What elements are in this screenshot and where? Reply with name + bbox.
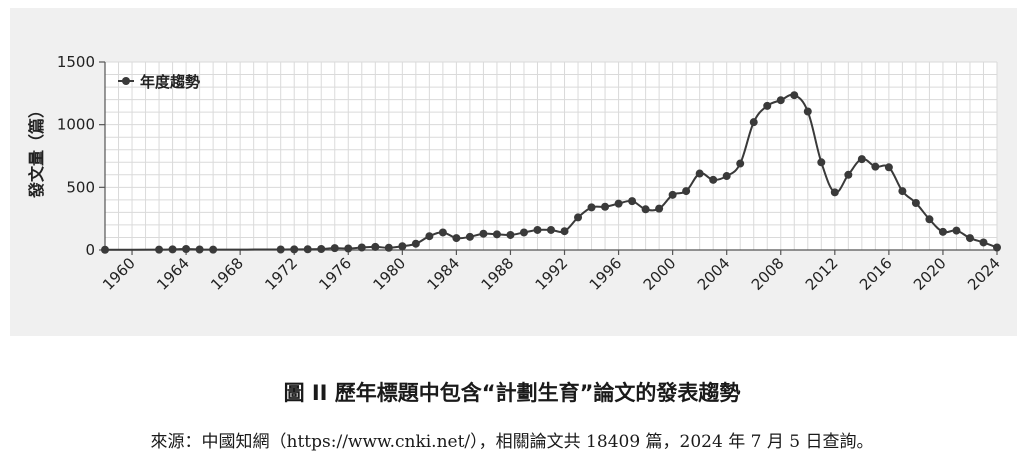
data-point xyxy=(465,232,474,241)
y-tick-label: 1500 xyxy=(57,53,95,71)
data-point xyxy=(384,243,393,252)
data-point xyxy=(763,101,772,110)
data-point xyxy=(749,118,758,127)
x-tick-label: 1968 xyxy=(207,254,247,294)
data-point xyxy=(601,202,610,211)
data-point xyxy=(655,204,664,213)
data-point xyxy=(290,245,299,254)
data-point xyxy=(533,225,542,234)
data-point xyxy=(722,172,731,181)
trend-chart: 0 500 1000 1500 1960 1964 1968 1972 1976 1980 1984… xyxy=(27,53,1004,294)
data-point xyxy=(776,96,785,105)
data-point xyxy=(357,243,366,252)
x-tick-label: 1980 xyxy=(369,254,409,294)
source-note: 來源：中國知網（https://www.cnki.net/），相關論文共 184… xyxy=(150,432,874,452)
data-point xyxy=(344,244,353,253)
data-point xyxy=(438,228,447,237)
data-point xyxy=(182,244,191,253)
figure-caption: 圖 II 歷年標題中包含“計劃生育”論文的發表趨勢 xyxy=(283,381,741,405)
data-point xyxy=(587,203,596,212)
data-point xyxy=(452,234,461,243)
data-point xyxy=(574,213,583,222)
data-point xyxy=(371,242,380,251)
legend-label: 年度趨勢 xyxy=(140,73,200,91)
data-point xyxy=(492,230,501,239)
data-point xyxy=(425,232,434,241)
data-point xyxy=(641,205,650,214)
data-point xyxy=(938,227,947,236)
data-point xyxy=(979,238,988,247)
data-point xyxy=(965,234,974,243)
legend: 年度趨勢 xyxy=(118,73,200,91)
grid-layer xyxy=(104,61,998,251)
data-point xyxy=(276,245,285,254)
data-point xyxy=(330,244,339,253)
series-layer xyxy=(101,91,1001,254)
x-tick-label: 1996 xyxy=(586,254,626,294)
y-tick-label: 500 xyxy=(66,178,95,196)
data-point xyxy=(830,188,839,197)
data-point xyxy=(736,159,745,168)
data-point xyxy=(628,197,637,206)
data-point xyxy=(479,229,488,238)
data-point xyxy=(844,170,853,179)
data-point xyxy=(803,107,812,116)
data-point xyxy=(168,245,177,254)
y-tick-label: 1000 xyxy=(57,116,95,134)
data-point xyxy=(398,242,407,251)
data-point xyxy=(506,230,515,239)
data-point xyxy=(519,228,528,237)
data-point xyxy=(871,162,880,171)
x-tick-label: 2008 xyxy=(748,254,788,294)
x-tick-label: 2020 xyxy=(910,254,950,294)
data-point xyxy=(925,215,934,224)
x-tick-label: 1992 xyxy=(532,254,572,294)
data-point xyxy=(952,226,961,235)
data-point xyxy=(614,199,623,208)
x-tick-label: 2004 xyxy=(694,254,734,294)
x-tick-label: 2000 xyxy=(640,254,680,294)
data-point xyxy=(857,155,866,164)
data-point xyxy=(682,187,691,196)
data-point xyxy=(668,190,677,199)
data-point xyxy=(195,245,204,254)
x-tick-label: 1976 xyxy=(315,254,355,294)
data-point xyxy=(303,245,312,254)
data-point xyxy=(155,245,164,254)
data-point xyxy=(709,175,718,184)
legend-marker xyxy=(122,77,130,85)
data-point xyxy=(695,169,704,178)
data-point xyxy=(817,158,826,167)
data-point xyxy=(560,227,569,236)
data-point xyxy=(209,245,218,254)
x-tick-label: 1988 xyxy=(478,254,518,294)
x-tick-label: 1984 xyxy=(423,254,463,294)
x-tick-label: 1960 xyxy=(99,254,139,294)
data-point xyxy=(790,91,799,100)
y-axis-label: 發文量（篇） xyxy=(27,102,46,199)
x-tick-label: 2012 xyxy=(802,254,842,294)
data-point xyxy=(101,245,109,254)
data-point xyxy=(547,225,555,234)
data-point xyxy=(993,243,1001,252)
data-point xyxy=(911,199,920,207)
y-tick-label: 0 xyxy=(85,241,95,259)
x-tick-label: 1972 xyxy=(261,254,301,294)
data-point xyxy=(411,239,420,248)
data-point xyxy=(884,163,893,172)
x-tick-label: 2024 xyxy=(964,254,1004,294)
chart-panel: 0 500 1000 1500 1960 1964 1968 1972 1976 1980 1984… xyxy=(10,8,1017,336)
x-tick-label: 1964 xyxy=(153,254,193,294)
x-tick-label: 2016 xyxy=(856,254,896,294)
data-point xyxy=(317,244,326,253)
data-point xyxy=(898,187,907,196)
